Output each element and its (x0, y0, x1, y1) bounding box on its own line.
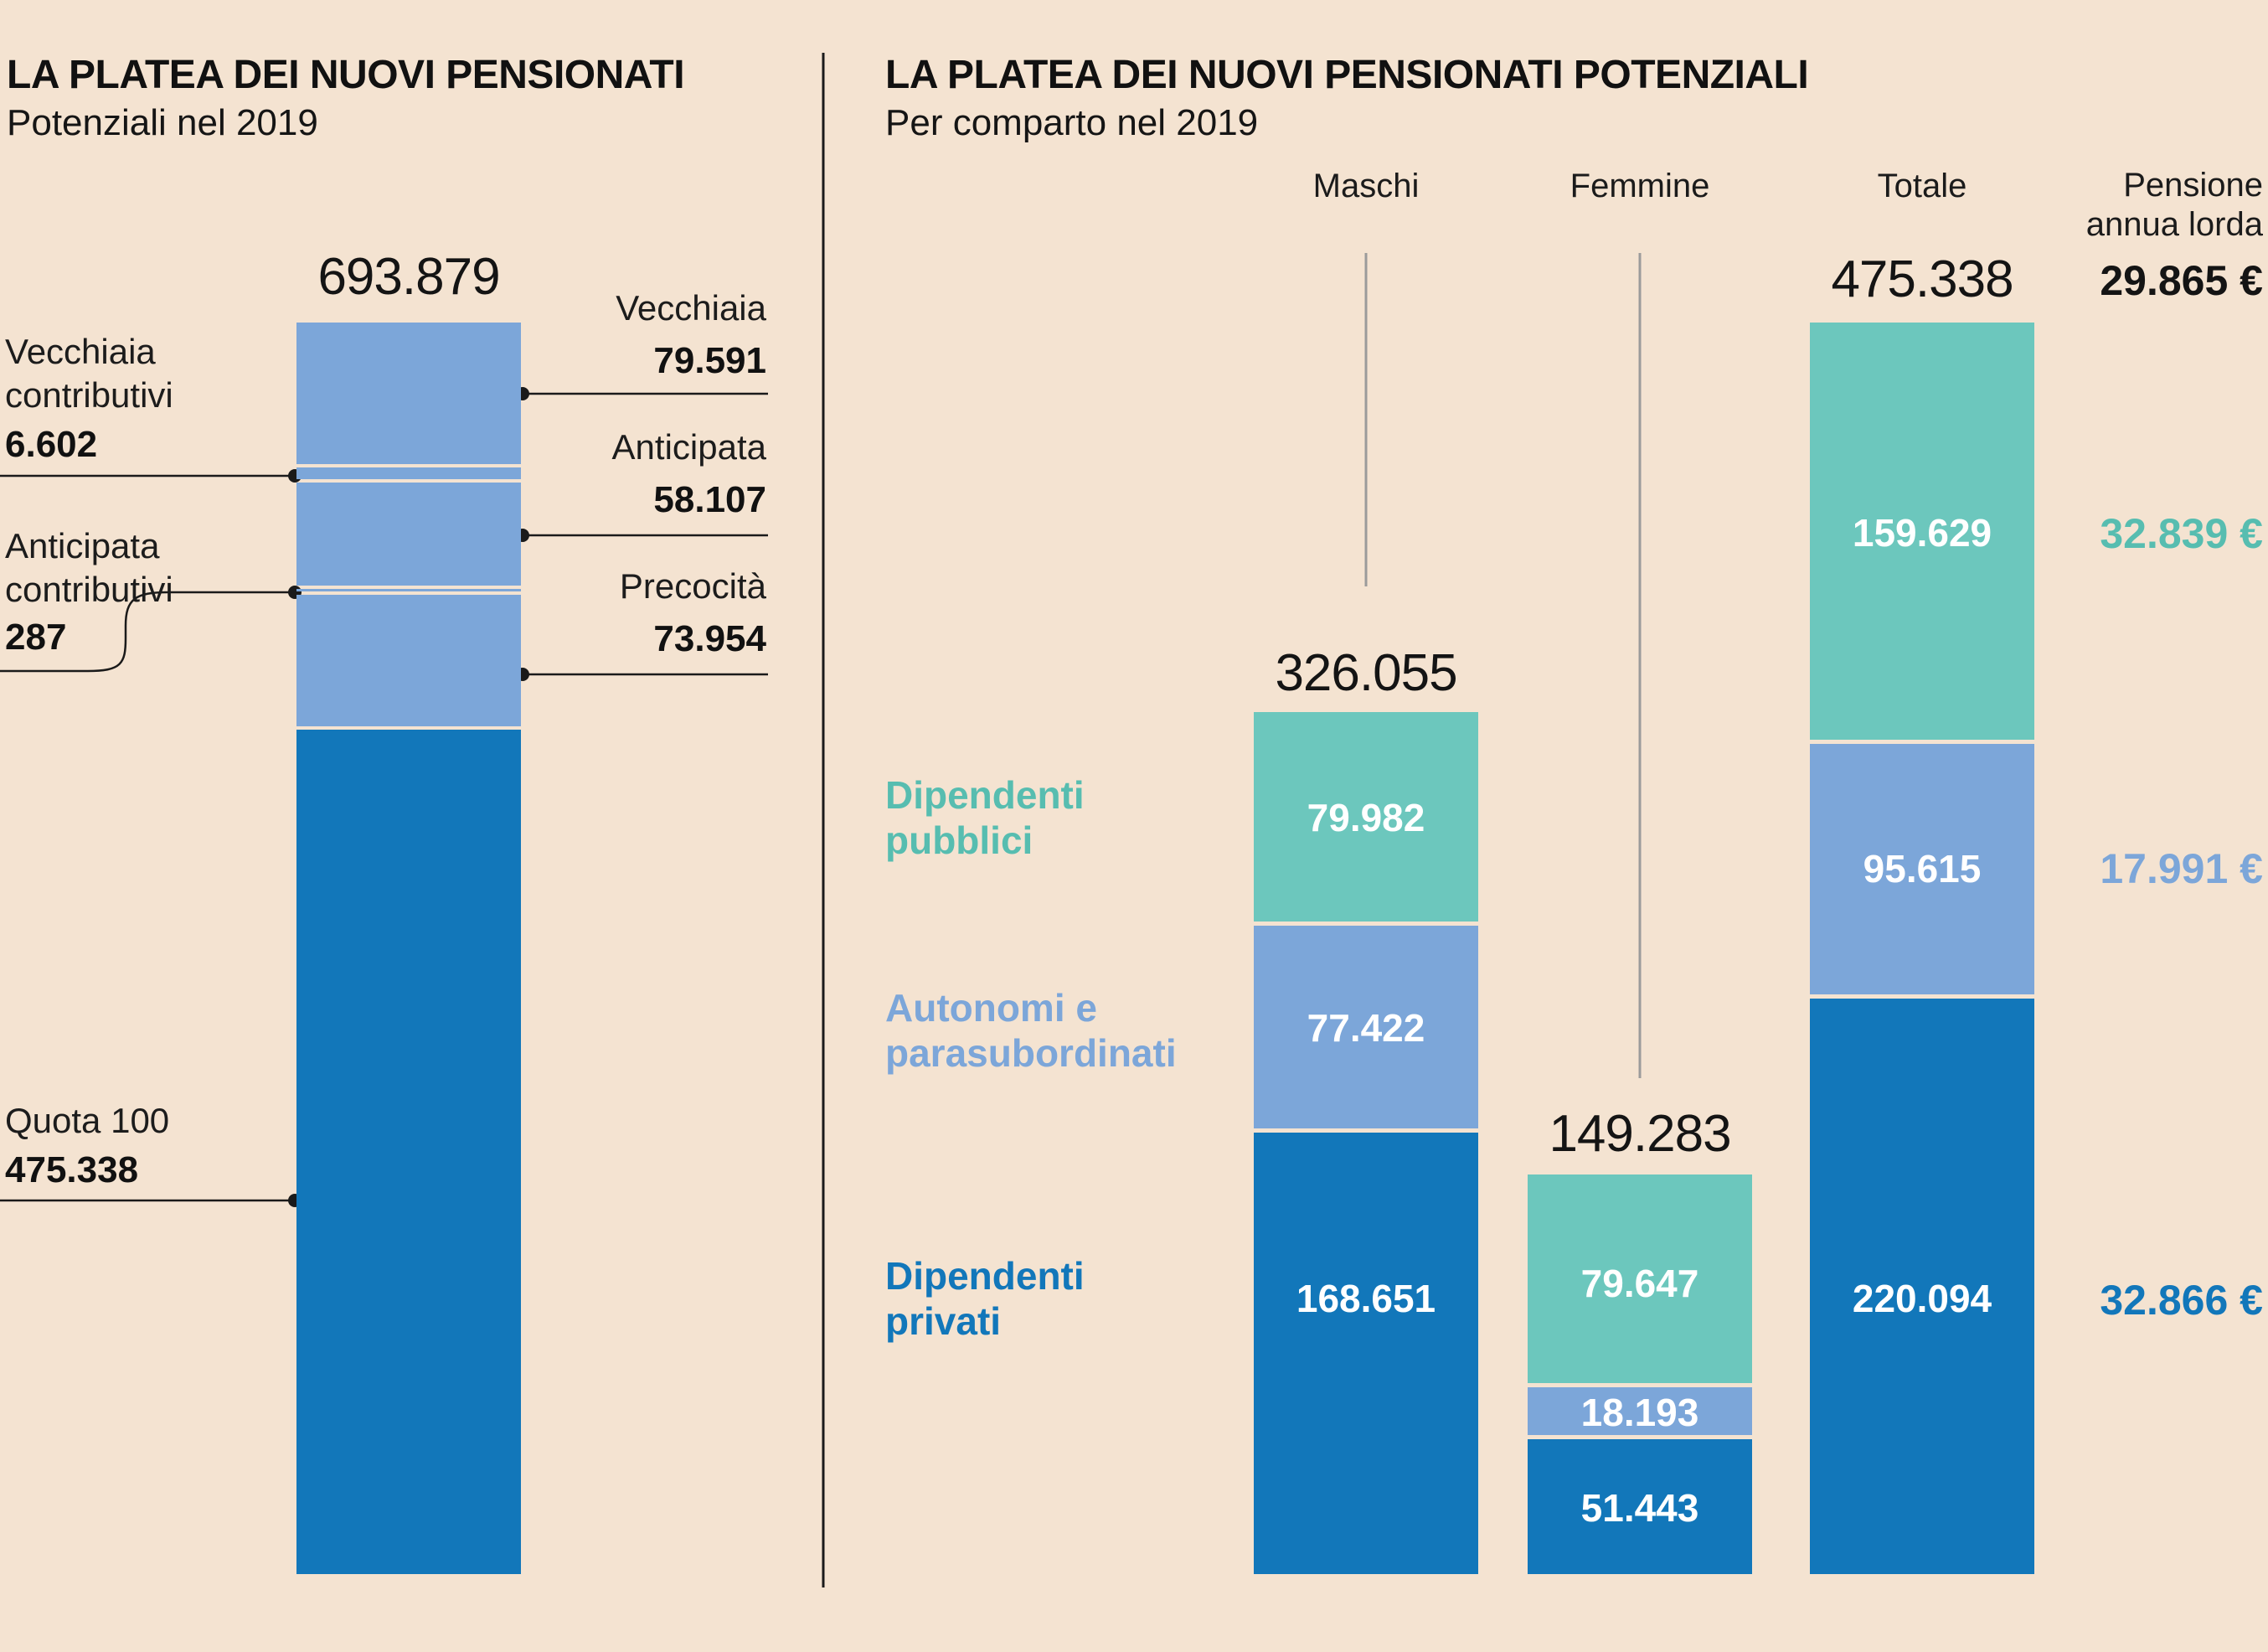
segment-vecchiaia-contributivi (296, 467, 521, 479)
segment-vecchiaia (296, 323, 521, 464)
femmine-bar-total: 149.283 (1549, 1105, 1731, 1163)
maschi-stacked-bar (1254, 712, 1478, 1574)
pensione-header-line: annua lorda (2085, 206, 2263, 244)
category-label-line: parasubordinati (885, 1031, 1177, 1075)
callout-label-line: contributivi (5, 375, 173, 415)
callout-value-vecchiaia-contributivi: 6.602 (5, 424, 98, 465)
callout-value-precocita: 73.954 (653, 618, 766, 659)
callout-label-line: Anticipata (5, 526, 160, 565)
pensione-header-line: Pensione (2123, 167, 2263, 204)
segment-maschi-dipendenti-pubblici (1254, 712, 1478, 922)
callout-label-anticipata: Anticipata (611, 427, 766, 467)
right-chart-subtitle: Per comparto nel 2019 (885, 102, 1259, 143)
category-label-line: Dipendenti (885, 1254, 1085, 1298)
value-maschi-pubblici: 79.982 (1307, 796, 1425, 839)
right-chart-title: LA PLATEA DEI NUOVI PENSIONATI POTENZIAL… (885, 53, 1809, 97)
callout-value-anticipata: 58.107 (653, 479, 766, 520)
callout-line-anticipata-contributivi (0, 591, 295, 673)
segment-quota-100 (296, 730, 521, 1574)
category-label-line: Dipendenti (885, 773, 1085, 817)
euro-value-total: 29.865 € (2100, 257, 2263, 304)
left-stacked-bar (296, 323, 521, 1574)
segment-maschi-autonomi-parasubordinati (1254, 926, 1478, 1128)
value-totale-privati: 220.094 (1852, 1277, 1992, 1320)
column-header-totale: Totale (1877, 168, 1967, 204)
callout-label-anticipata-contributivi: Anticipata contributivi (5, 524, 173, 612)
segment-femmine-dipendenti-pubblici (1528, 1174, 1752, 1383)
callout-label-line: Vecchiaia (5, 332, 156, 371)
callout-label-vecchiaia-contributivi: Vecchiaia contributivi (5, 330, 173, 417)
category-label-line: Autonomi e (885, 986, 1097, 1030)
value-maschi-privati: 168.651 (1296, 1277, 1436, 1320)
euro-value-privati: 32.866 € (2100, 1277, 2263, 1324)
segment-precocita (296, 595, 521, 726)
totale-stacked-bar (1810, 323, 2034, 1574)
callout-value-quota-100: 475.338 (5, 1149, 139, 1190)
segment-femmine-autonomi-parasubordinati (1528, 1387, 1752, 1435)
value-maschi-autonomi: 77.422 (1307, 1006, 1425, 1050)
femmine-stacked-bar (1528, 1174, 1752, 1574)
callout-label-vecchiaia: Vecchiaia (616, 288, 766, 328)
category-label-line: pubblici (885, 818, 1033, 862)
value-totale-pubblici: 159.629 (1852, 511, 1992, 555)
callout-value-vecchiaia: 79.591 (653, 340, 766, 381)
left-chart-title: LA PLATEA DEI NUOVI PENSIONATI (7, 53, 685, 97)
callout-label-precocita: Precocità (619, 566, 766, 606)
segment-maschi-dipendenti-privati (1254, 1133, 1478, 1574)
callout-value-anticipata-contributivi: 287 (5, 617, 67, 658)
category-label-dipendenti-pubblici: Dipendenti pubblici (885, 772, 1085, 863)
left-chart-subtitle: Potenziali nel 2019 (7, 102, 318, 143)
value-totale-autonomi: 95.615 (1863, 847, 1982, 891)
column-header-maschi: Maschi (1312, 168, 1420, 204)
segment-anticipata-contributivi (296, 589, 521, 591)
category-label-dipendenti-privati: Dipendenti privati (885, 1253, 1085, 1344)
euro-value-pubblici: 32.839 € (2100, 510, 2263, 557)
value-femmine-autonomi: 18.193 (1580, 1391, 1699, 1434)
column-header-pensione-annua-lorda: Pensione annua lorda (2086, 166, 2263, 245)
left-bar-total: 693.879 (317, 248, 500, 306)
value-femmine-pubblici: 79.647 (1580, 1262, 1699, 1305)
value-femmine-privati: 51.443 (1580, 1486, 1699, 1530)
category-label-line: privati (885, 1299, 1002, 1343)
euro-value-autonomi: 17.991 € (2100, 845, 2263, 892)
column-header-femmine: Femmine (1570, 168, 1710, 204)
maschi-bar-total: 326.055 (1275, 644, 1457, 702)
segment-totale-autonomi-parasubordinati (1810, 744, 2034, 994)
callout-label-line: contributivi (5, 570, 173, 609)
totale-bar-total: 475.338 (1831, 250, 2013, 308)
segment-anticipata (296, 483, 521, 586)
category-label-autonomi-parasubordinati: Autonomi e parasubordinati (885, 985, 1177, 1076)
segment-femmine-dipendenti-privati (1528, 1439, 1752, 1574)
callout-label-quota-100: Quota 100 (5, 1101, 170, 1140)
segment-totale-dipendenti-privati (1810, 999, 2034, 1574)
segment-totale-dipendenti-pubblici (1810, 323, 2034, 740)
